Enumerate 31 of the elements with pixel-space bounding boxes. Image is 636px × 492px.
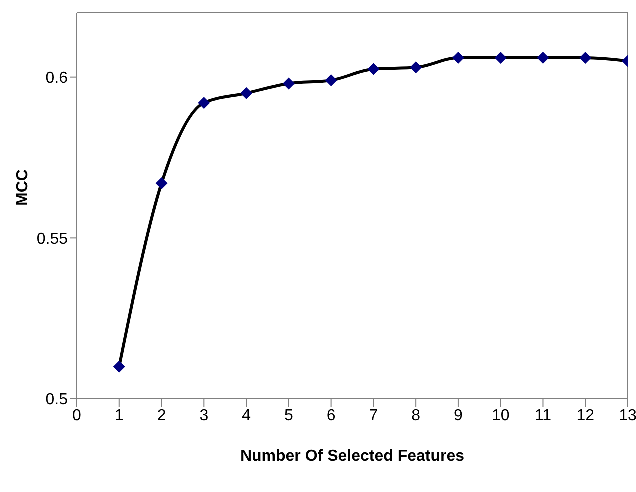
x-tick-label: 12 [576,407,595,424]
x-axis-title: Number Of Selected Features [240,448,465,465]
x-tick-label: 11 [534,407,552,424]
point [113,360,126,373]
point [494,52,507,64]
x-tick-label: 6 [326,407,336,424]
point [156,177,168,190]
x-tick-label: 9 [454,407,464,424]
point [240,87,253,100]
x-tick-label: 1 [114,407,124,424]
x-tick-label: 4 [242,407,252,424]
point [368,63,380,76]
point [452,52,464,64]
x-tick-label: 2 [157,407,166,424]
point [537,52,550,64]
y-tick-label: 0.6 [46,70,68,88]
x-tick-label: 5 [284,407,294,424]
point [325,74,338,87]
x-tick-label: 3 [200,407,209,424]
point [282,78,295,90]
x-tick-label: 13 [619,407,636,424]
x-tick-label: 10 [492,407,510,424]
x-tick-label: 0 [72,407,82,424]
point [580,52,592,64]
y-tick-label: 0.5 [46,392,68,409]
x-tick-label: 8 [412,407,421,424]
y-tick-label: 0.55 [36,230,68,248]
point [198,97,210,110]
y-axis-title: MCC [14,169,32,206]
x-tick-label: 7 [369,407,378,424]
point [410,62,422,74]
